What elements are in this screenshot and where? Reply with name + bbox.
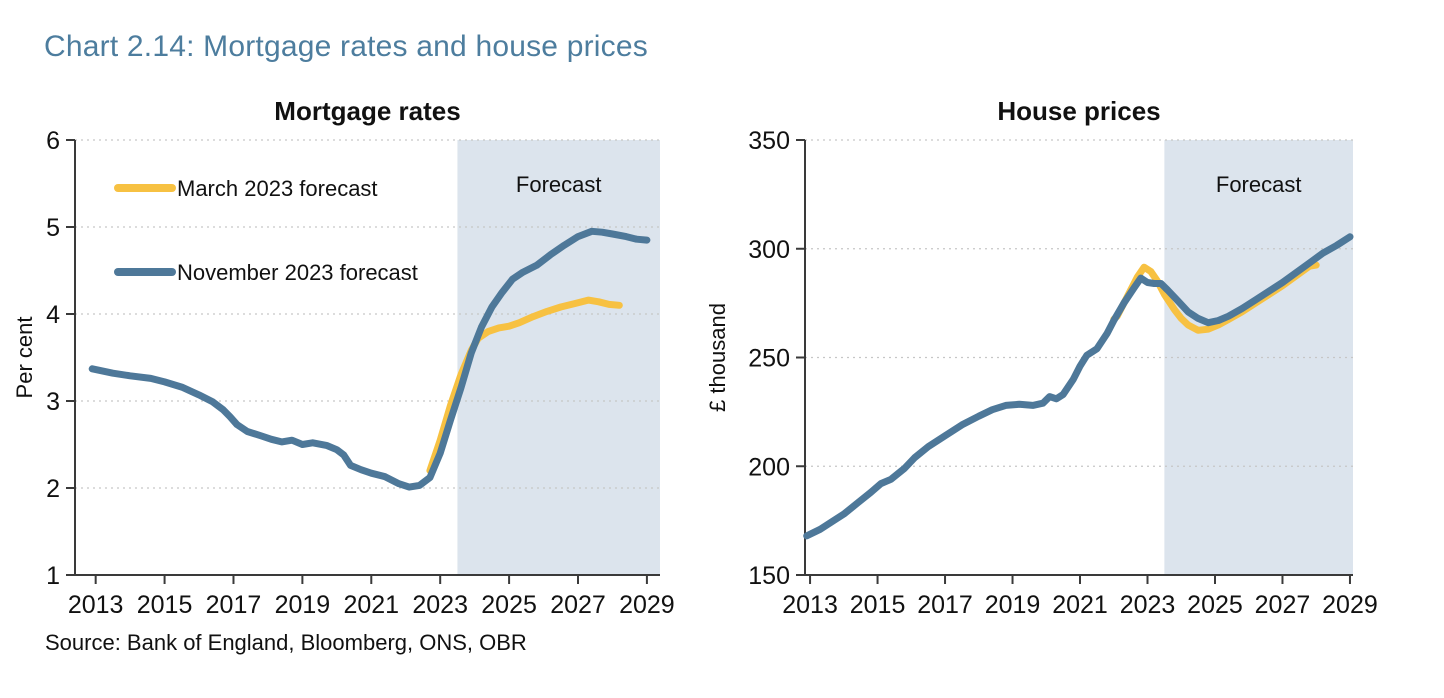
x-tick-label: 2019 (985, 591, 1041, 619)
legend-label: November 2023 forecast (177, 260, 418, 285)
charts-row: 1 2 3 4 5 6 2013 2015 2017 2019 2021 2023 2025 2027 20… (0, 88, 1444, 633)
x-tick-label: 2015 (850, 591, 906, 619)
forecast-label: Forecast (1216, 172, 1302, 197)
y-tick-label: 2 (46, 475, 60, 503)
y-tick-label: 4 (46, 301, 60, 329)
y-tick-label: 200 (748, 453, 790, 481)
y-tick-label: 150 (748, 562, 790, 590)
y-tick-label: 300 (748, 236, 790, 264)
forecast-band (1164, 140, 1353, 575)
x-tick-label: 2029 (1322, 591, 1378, 619)
y-tick-label: 3 (46, 388, 60, 416)
x-tick-label: 2021 (1052, 591, 1108, 619)
mortgage-rates-svg: 1 2 3 4 5 6 2013 2015 2017 2019 2021 2023 2025 2027 20… (12, 96, 675, 619)
legend-label: March 2023 forecast (177, 176, 378, 201)
y-axis-title: £ thousand (705, 303, 730, 412)
mortgage-rates-chart: 1 2 3 4 5 6 2013 2015 2017 2019 2021 2023 2025 2027 20… (0, 88, 705, 633)
legend-item: November 2023 forecast (114, 260, 418, 285)
x-tick-label: 2025 (1187, 591, 1243, 619)
house-prices-chart: 150 200 250 300 350 2013 2015 2017 2019 2021 2023 2… (705, 88, 1419, 633)
series-line-november-2023-forecast (803, 233, 1354, 540)
x-tick-label: 2027 (1255, 591, 1311, 619)
series-line-march-2023-forecast (426, 296, 623, 475)
forecast-band (457, 140, 660, 575)
x-tick-label: 2027 (550, 591, 606, 619)
chart-title: House prices (997, 96, 1160, 126)
x-tick-label: 2029 (619, 591, 675, 619)
y-tick-label: 6 (46, 127, 60, 155)
x-tick-label: 2021 (343, 591, 399, 619)
x-tick-label: 2025 (481, 591, 537, 619)
y-tick-label: 1 (46, 562, 60, 590)
forecast-label: Forecast (516, 172, 602, 197)
x-tick-label: 2023 (412, 591, 468, 619)
x-tick-label: 2013 (68, 591, 124, 619)
series-line-november-2023-forecast (88, 227, 651, 491)
source-note: Source: Bank of England, Bloomberg, ONS,… (45, 630, 527, 655)
chart-title: Mortgage rates (274, 96, 460, 126)
x-tick-label: 2017 (917, 591, 973, 619)
house-prices-svg: 150 200 250 300 350 2013 2015 2017 2019 2021 2023 2… (705, 96, 1378, 619)
x-tick-label: 2013 (782, 591, 838, 619)
y-axis-title: Per cent (12, 317, 37, 399)
y-tick-label: 350 (748, 127, 790, 155)
x-tick-label: 2015 (137, 591, 193, 619)
y-tick-label: 5 (46, 214, 60, 242)
chart-heading: Chart 2.14: Mortgage rates and house pri… (44, 30, 648, 63)
y-tick-label: 250 (748, 345, 790, 373)
legend-item: March 2023 forecast (114, 176, 378, 201)
x-tick-label: 2019 (275, 591, 331, 619)
x-tick-label: 2017 (206, 591, 262, 619)
x-tick-label: 2023 (1120, 591, 1176, 619)
